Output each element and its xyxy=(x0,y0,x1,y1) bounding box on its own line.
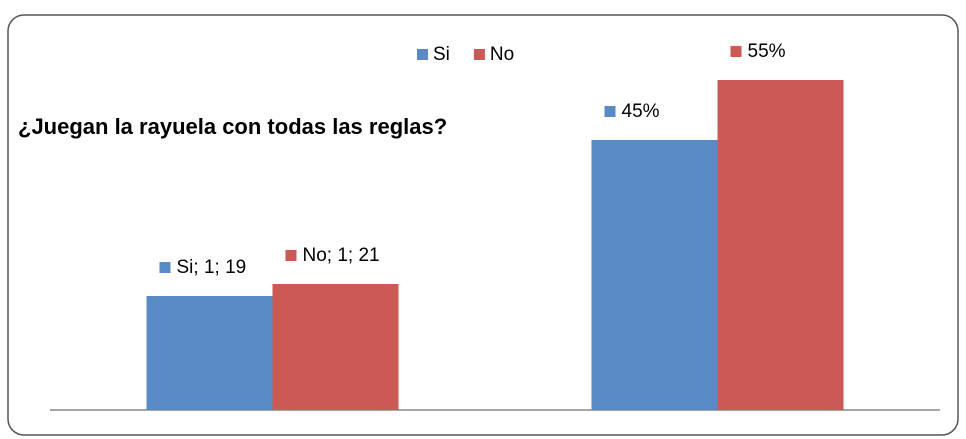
legend-swatch xyxy=(473,49,485,60)
data-label-swatch xyxy=(285,250,297,261)
data-label: No; 1; 21 xyxy=(303,245,380,266)
bar xyxy=(717,80,844,410)
data-label-swatch xyxy=(159,262,171,273)
bar xyxy=(272,284,399,410)
data-label-swatch xyxy=(730,46,742,57)
chart-title: ¿Juegan la rayuela con todas las reglas? xyxy=(18,114,447,139)
legend-label: No xyxy=(490,44,514,65)
data-label-swatch xyxy=(604,106,616,117)
data-label: 55% xyxy=(748,41,786,62)
data-label: Si; 1; 19 xyxy=(177,257,247,278)
legend-label: Si xyxy=(433,44,450,65)
data-label: 45% xyxy=(622,101,660,122)
legend-swatch xyxy=(417,49,428,60)
bar xyxy=(591,140,718,410)
bar xyxy=(146,296,273,410)
